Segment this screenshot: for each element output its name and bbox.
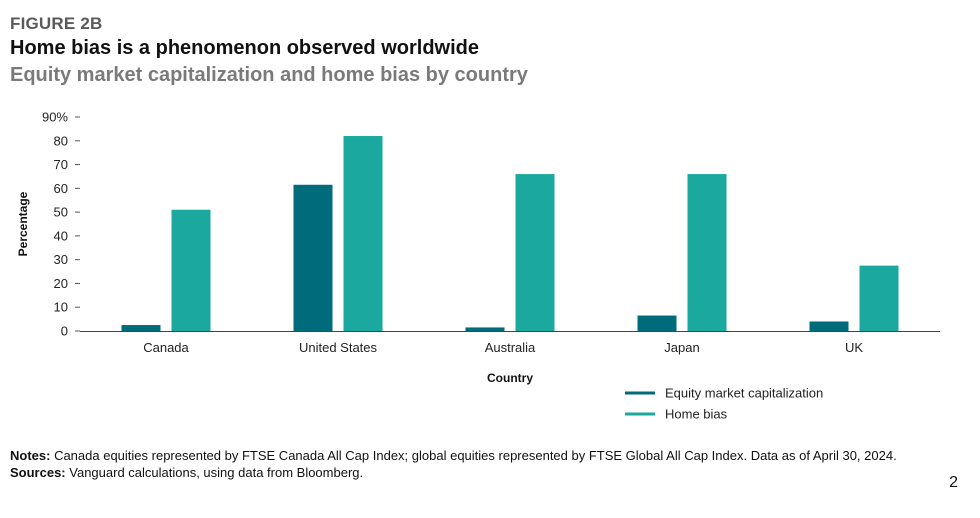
legend-label: Equity market capitalization bbox=[665, 386, 823, 401]
y-axis-label: Percentage bbox=[16, 191, 30, 256]
x-tick-label: Japan bbox=[664, 340, 699, 355]
bar-home-bias bbox=[687, 174, 727, 331]
bar-home-bias bbox=[859, 265, 899, 331]
y-tick-label: 10 bbox=[54, 300, 68, 315]
x-tick-label: UK bbox=[845, 340, 863, 355]
y-tick-label: 40 bbox=[54, 228, 68, 243]
bars bbox=[121, 136, 899, 331]
y-tick-label: 30 bbox=[54, 252, 68, 267]
figure-label: FIGURE 2B bbox=[10, 14, 103, 33]
notes-text: Canada equities represented by FTSE Cana… bbox=[50, 448, 897, 463]
y-tick-label: 0 bbox=[61, 324, 68, 339]
bar-chart: 0 10 20 30 40 50 60 70 80 90% Percentage Canada Uni… bbox=[16, 110, 940, 422]
chart-subtitle: Equity market capitalization and home bi… bbox=[10, 64, 528, 86]
page-number: 2 bbox=[949, 474, 958, 491]
x-tick-label: Canada bbox=[143, 340, 189, 355]
y-tick-label: 90% bbox=[42, 110, 68, 125]
notes-line: Notes: Canada equities represented by FT… bbox=[10, 447, 897, 464]
bar-equity-market-cap bbox=[637, 315, 677, 331]
bar-home-bias bbox=[343, 136, 383, 331]
y-tick-label: 60 bbox=[54, 181, 68, 196]
chart-title: Home bias is a phenomenon observed world… bbox=[10, 37, 479, 59]
y-tick-label: 20 bbox=[54, 276, 68, 291]
sources-label: Sources: bbox=[10, 465, 66, 480]
y-tick-label: 50 bbox=[54, 205, 68, 220]
y-axis: 0 10 20 30 40 50 60 70 80 90% Percentage bbox=[16, 110, 80, 339]
sources-text: Vanguard calculations, using data from B… bbox=[65, 465, 364, 480]
bar-equity-market-cap bbox=[293, 184, 333, 331]
sources-line: Sources: Vanguard calculations, using da… bbox=[10, 464, 897, 481]
x-axis-label: Country bbox=[487, 371, 533, 385]
legend: Equity market capitalization Home bias bbox=[625, 386, 823, 422]
bar-home-bias bbox=[171, 209, 211, 331]
bar-equity-market-cap bbox=[465, 327, 505, 331]
legend-label: Home bias bbox=[665, 407, 728, 422]
notes-block: Notes: Canada equities represented by FT… bbox=[10, 447, 897, 481]
bar-equity-market-cap bbox=[809, 321, 849, 331]
notes-label: Notes: bbox=[10, 448, 51, 463]
bar-home-bias bbox=[515, 174, 555, 331]
y-tick-label: 80 bbox=[54, 133, 68, 148]
x-tick-label: Australia bbox=[485, 340, 536, 355]
y-tick-label: 70 bbox=[54, 157, 68, 172]
bar-equity-market-cap bbox=[121, 325, 161, 331]
x-axis: Canada United States Australia Japan UK Count… bbox=[80, 331, 940, 385]
x-tick-label: United States bbox=[299, 340, 378, 355]
